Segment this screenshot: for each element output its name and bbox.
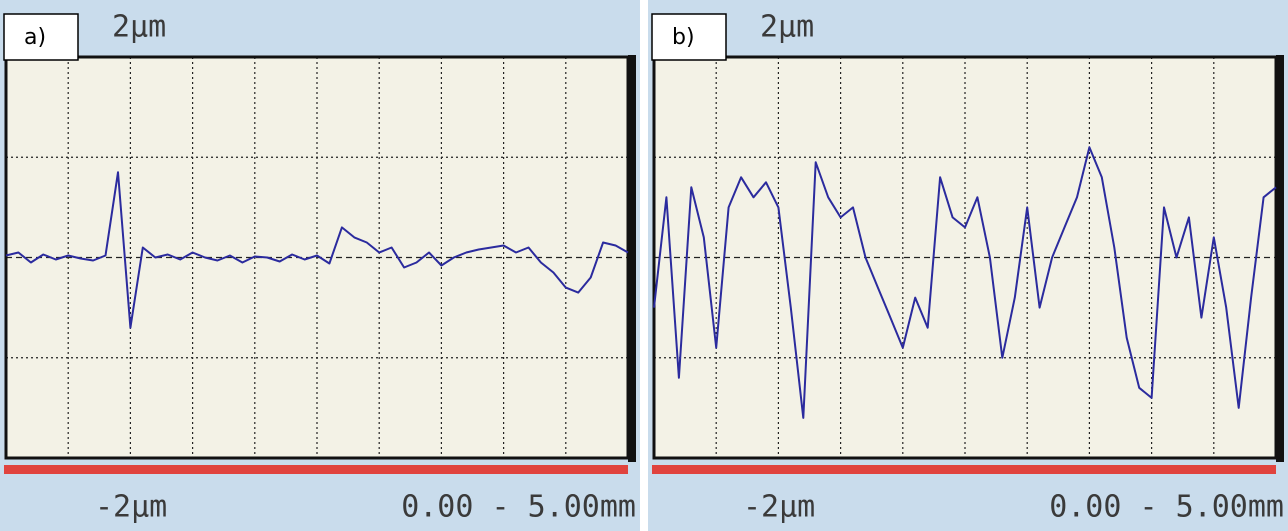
red-bar <box>652 465 1276 474</box>
panel-label-box <box>3 13 79 61</box>
panel-label-box <box>651 13 727 61</box>
profile-line <box>653 146 1277 419</box>
x-range-label: 0.00 - 5.00mm <box>401 490 636 525</box>
scale-bar <box>1276 55 1284 462</box>
scale-bar <box>628 55 636 462</box>
y-tick-label: 2µm <box>760 10 814 45</box>
panel-label: a) <box>24 25 46 50</box>
x-range-label: 0.00 - 5.00mm <box>1049 490 1284 525</box>
y-tick-label: -2µm <box>95 490 167 525</box>
panel-label: b) <box>672 25 695 50</box>
profile-line <box>5 171 629 329</box>
y-tick-label: 2µm <box>112 10 166 45</box>
panel: 2µm -2µm 0.00 - 5.00mm b) <box>648 0 1288 531</box>
red-bar <box>4 465 628 474</box>
y-tick-label: -2µm <box>743 490 815 525</box>
panel: 2µm -2µm 0.00 - 5.00mm a) <box>0 0 640 531</box>
